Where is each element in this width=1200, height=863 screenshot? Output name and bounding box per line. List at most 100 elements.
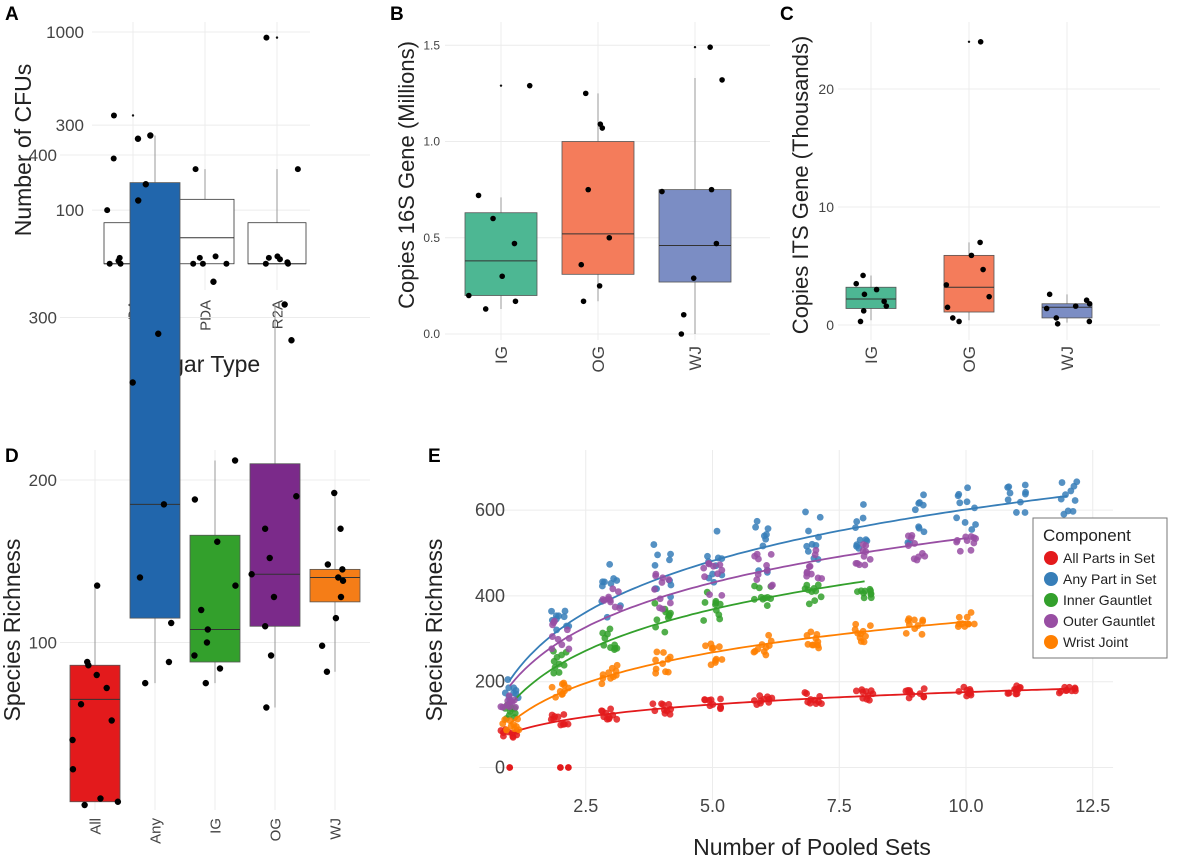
scatter-point-outer-gauntlet xyxy=(908,532,916,539)
scatter-point-outer-gauntlet xyxy=(651,585,658,593)
scatter-point-any-part-in-set xyxy=(955,490,963,498)
scatter-point-any-part-in-set xyxy=(1021,509,1029,516)
legend-label-all-parts-in-set: All Parts in Set xyxy=(1063,550,1155,566)
scatter-point-outer-gauntlet xyxy=(812,546,820,554)
scatter-point-any-part-in-set xyxy=(666,556,673,564)
data-point xyxy=(680,311,687,318)
scatter-point-any-part-in-set xyxy=(606,560,614,568)
panel-e-x-tick-label: 2.5 xyxy=(573,796,598,816)
scatter-point-wrist-joint xyxy=(503,726,510,734)
panel-D-y-tick-label: 100 xyxy=(29,633,57,652)
legend-swatch-wrist-joint xyxy=(1044,635,1058,649)
scatter-point-any-part-in-set xyxy=(752,523,759,531)
panel-A-x-tick-label: PDA xyxy=(197,300,214,331)
scatter-point-all-parts-in-set xyxy=(866,696,873,704)
panel-C-y-tick-label: 10 xyxy=(818,199,834,215)
data-point xyxy=(883,303,890,309)
scatter-point-wrist-joint xyxy=(967,609,975,616)
panel-e-x-axis-title: Number of Pooled Sets xyxy=(693,834,931,860)
data-point xyxy=(580,298,587,305)
box-OG xyxy=(249,463,301,627)
scatter-point-any-part-in-set xyxy=(762,535,770,543)
scatter-point-any-part-in-set xyxy=(956,499,964,507)
fit-curve-wrist-joint xyxy=(509,620,967,725)
scatter-point-any-part-in-set xyxy=(713,527,721,535)
data-point xyxy=(192,166,199,173)
scatter-point-outer-gauntlet xyxy=(558,641,566,649)
data-point xyxy=(606,234,613,241)
scatter-point-outer-gauntlet xyxy=(910,555,918,563)
data-point xyxy=(190,260,197,267)
scatter-point-any-part-in-set xyxy=(1064,507,1072,515)
data-point xyxy=(596,283,603,289)
scatter-point-all-parts-in-set xyxy=(852,687,860,695)
scatter-point-outer-gauntlet xyxy=(818,575,826,582)
data-point xyxy=(293,493,300,500)
scatter-point-wrist-joint xyxy=(905,615,913,622)
data-point xyxy=(142,679,149,687)
legend-label-any-part-in-set: Any Part in Set xyxy=(1063,571,1156,587)
scatter-point-wrist-joint xyxy=(608,664,616,672)
panel-A-x-tick-label: R2A xyxy=(269,300,286,329)
data-point xyxy=(160,501,168,508)
panel-D-x-tick-label: IG xyxy=(207,818,224,834)
scatter-point-all-parts-in-set xyxy=(717,695,724,703)
scatter-point-wrist-joint xyxy=(712,657,719,664)
box-WJ xyxy=(658,189,732,283)
scatter-point-inner-gauntlet xyxy=(606,625,614,633)
scatter-point-any-part-in-set xyxy=(911,506,919,514)
data-point xyxy=(202,679,209,687)
data-point xyxy=(482,306,489,312)
outlier-point xyxy=(967,40,971,43)
legend-swatch-inner-gauntlet xyxy=(1044,593,1058,607)
panel-B-y-tick-label: 0.5 xyxy=(423,231,440,245)
scatter-point-inner-gauntlet xyxy=(550,669,558,677)
scatter-point-outer-gauntlet xyxy=(956,547,964,555)
box-WJ xyxy=(1041,303,1093,319)
data-point xyxy=(155,330,162,337)
fit-curve-inner-gauntlet xyxy=(509,580,865,707)
scatter-point-wrist-joint xyxy=(955,613,963,621)
scatter-point-wrist-joint xyxy=(866,622,874,629)
scatter-point-wrist-joint xyxy=(803,632,811,639)
scatter-point-any-part-in-set xyxy=(853,541,861,549)
panel-label-d: D xyxy=(5,446,19,467)
data-point xyxy=(881,298,887,305)
panel-D-x-tick-label: WJ xyxy=(327,818,344,840)
panel-e-y-tick-label: 400 xyxy=(475,586,505,606)
scatter-point-outer-gauntlet xyxy=(861,561,869,569)
legend-swatch-outer-gauntlet xyxy=(1044,614,1058,628)
data-point xyxy=(231,457,239,464)
scatter-point-inner-gauntlet xyxy=(854,588,861,596)
scatter-point-any-part-in-set xyxy=(805,527,812,535)
scatter-point-all-parts-in-set xyxy=(564,720,572,728)
scatter-point-inner-gauntlet xyxy=(712,599,720,607)
legend-box xyxy=(1032,517,1168,659)
scatter-point-any-part-in-set xyxy=(1069,507,1077,515)
data-point xyxy=(97,795,104,802)
scatter-point-inner-gauntlet xyxy=(601,634,609,642)
scatter-point-all-parts-in-set xyxy=(598,707,605,715)
data-point xyxy=(690,275,697,281)
scatter-point-wrist-joint xyxy=(707,661,715,669)
scatter-point-any-part-in-set xyxy=(915,524,923,532)
scatter-point-any-part-in-set xyxy=(859,514,867,522)
scatter-point-wrist-joint xyxy=(919,616,927,624)
data-point xyxy=(1086,318,1093,325)
legend-swatch-all-parts-in-set xyxy=(1044,551,1058,565)
scatter-point-wrist-joint xyxy=(499,720,507,728)
scatter-point-any-part-in-set xyxy=(753,517,761,525)
data-point xyxy=(147,132,154,139)
data-point xyxy=(980,266,986,273)
data-point xyxy=(223,260,230,267)
data-point xyxy=(284,259,291,266)
scatter-point-outer-gauntlet xyxy=(716,561,724,569)
data-point xyxy=(944,304,951,311)
scatter-point-outer-gauntlet xyxy=(659,574,667,582)
scatter-point-inner-gauntlet xyxy=(555,669,563,676)
scatter-point-any-part-in-set xyxy=(512,690,520,698)
scatter-point-wrist-joint xyxy=(910,616,918,624)
data-point xyxy=(108,717,115,724)
scatter-point-outer-gauntlet xyxy=(512,703,519,711)
scatter-point-wrist-joint xyxy=(814,641,822,649)
